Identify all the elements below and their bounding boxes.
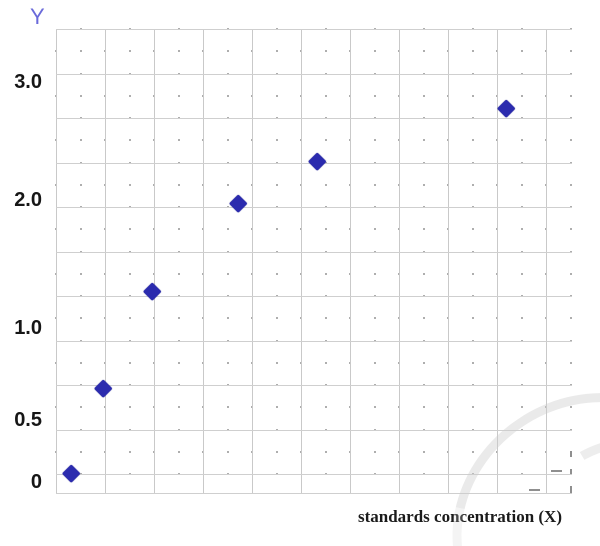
y-axis-title: Y bbox=[30, 4, 46, 29]
plot-area bbox=[55, 28, 572, 494]
gridline-horizontal bbox=[56, 251, 572, 253]
gridline-vertical bbox=[399, 29, 400, 493]
gridline-vertical bbox=[203, 29, 204, 493]
gridline-horizontal bbox=[56, 474, 572, 475]
y-tick-label: 3.0 bbox=[14, 71, 42, 93]
gridline-horizontal bbox=[56, 429, 572, 431]
gridline-vertical bbox=[252, 29, 253, 493]
gridline-horizontal bbox=[56, 340, 572, 342]
gridline-horizontal bbox=[56, 207, 572, 208]
minor-grid-dots bbox=[55, 28, 572, 493]
gridline-horizontal bbox=[56, 296, 572, 297]
gridline-vertical bbox=[154, 29, 155, 493]
gridline-vertical bbox=[546, 29, 547, 493]
watermark-fragment bbox=[570, 469, 572, 474]
x-axis-title: standards concentration (X) bbox=[358, 507, 562, 526]
gridline-vertical bbox=[448, 29, 449, 493]
gridline-vertical bbox=[350, 29, 351, 493]
y-tick-label: 0.5 bbox=[14, 409, 42, 431]
y-tick-label: 2.0 bbox=[14, 189, 42, 211]
gridline-horizontal bbox=[56, 493, 572, 494]
gridline-horizontal bbox=[56, 73, 572, 75]
watermark-fragment bbox=[570, 486, 572, 493]
watermark-fragment bbox=[570, 451, 572, 457]
gridline-vertical bbox=[301, 29, 302, 493]
watermark-fragment bbox=[551, 470, 562, 472]
gridline-horizontal bbox=[56, 385, 572, 386]
watermark-fragment bbox=[529, 489, 540, 491]
gridline-horizontal bbox=[56, 29, 572, 30]
gridline-vertical bbox=[497, 29, 498, 493]
y-tick-label: 0 bbox=[30, 471, 42, 493]
gridline-vertical bbox=[105, 29, 106, 493]
gridline-horizontal bbox=[56, 118, 572, 119]
gridline-vertical bbox=[56, 29, 57, 493]
y-tick-label: 1.0 bbox=[14, 317, 42, 339]
